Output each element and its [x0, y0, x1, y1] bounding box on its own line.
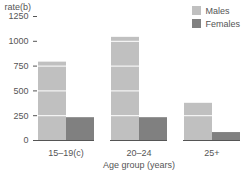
- svg-text:Age group (years): Age group (years): [103, 160, 175, 170]
- svg-text:rate(b): rate(b): [5, 2, 32, 12]
- svg-text:1000: 1000: [8, 36, 28, 46]
- html-text:Males: Males: [205, 5, 230, 16]
- svg-text:1250: 1250: [8, 11, 28, 21]
- svg-text:20–24: 20–24: [126, 148, 151, 158]
- svg-text:25+: 25+: [204, 148, 219, 158]
- svg-text:0: 0: [23, 135, 28, 145]
- svg-text:500: 500: [13, 86, 28, 96]
- svg-text:15–19(c): 15–19(c): [48, 148, 84, 158]
- svg-text:250: 250: [13, 111, 28, 121]
- svg-text:750: 750: [13, 61, 28, 71]
- html-text:Females: Females: [205, 18, 240, 29]
